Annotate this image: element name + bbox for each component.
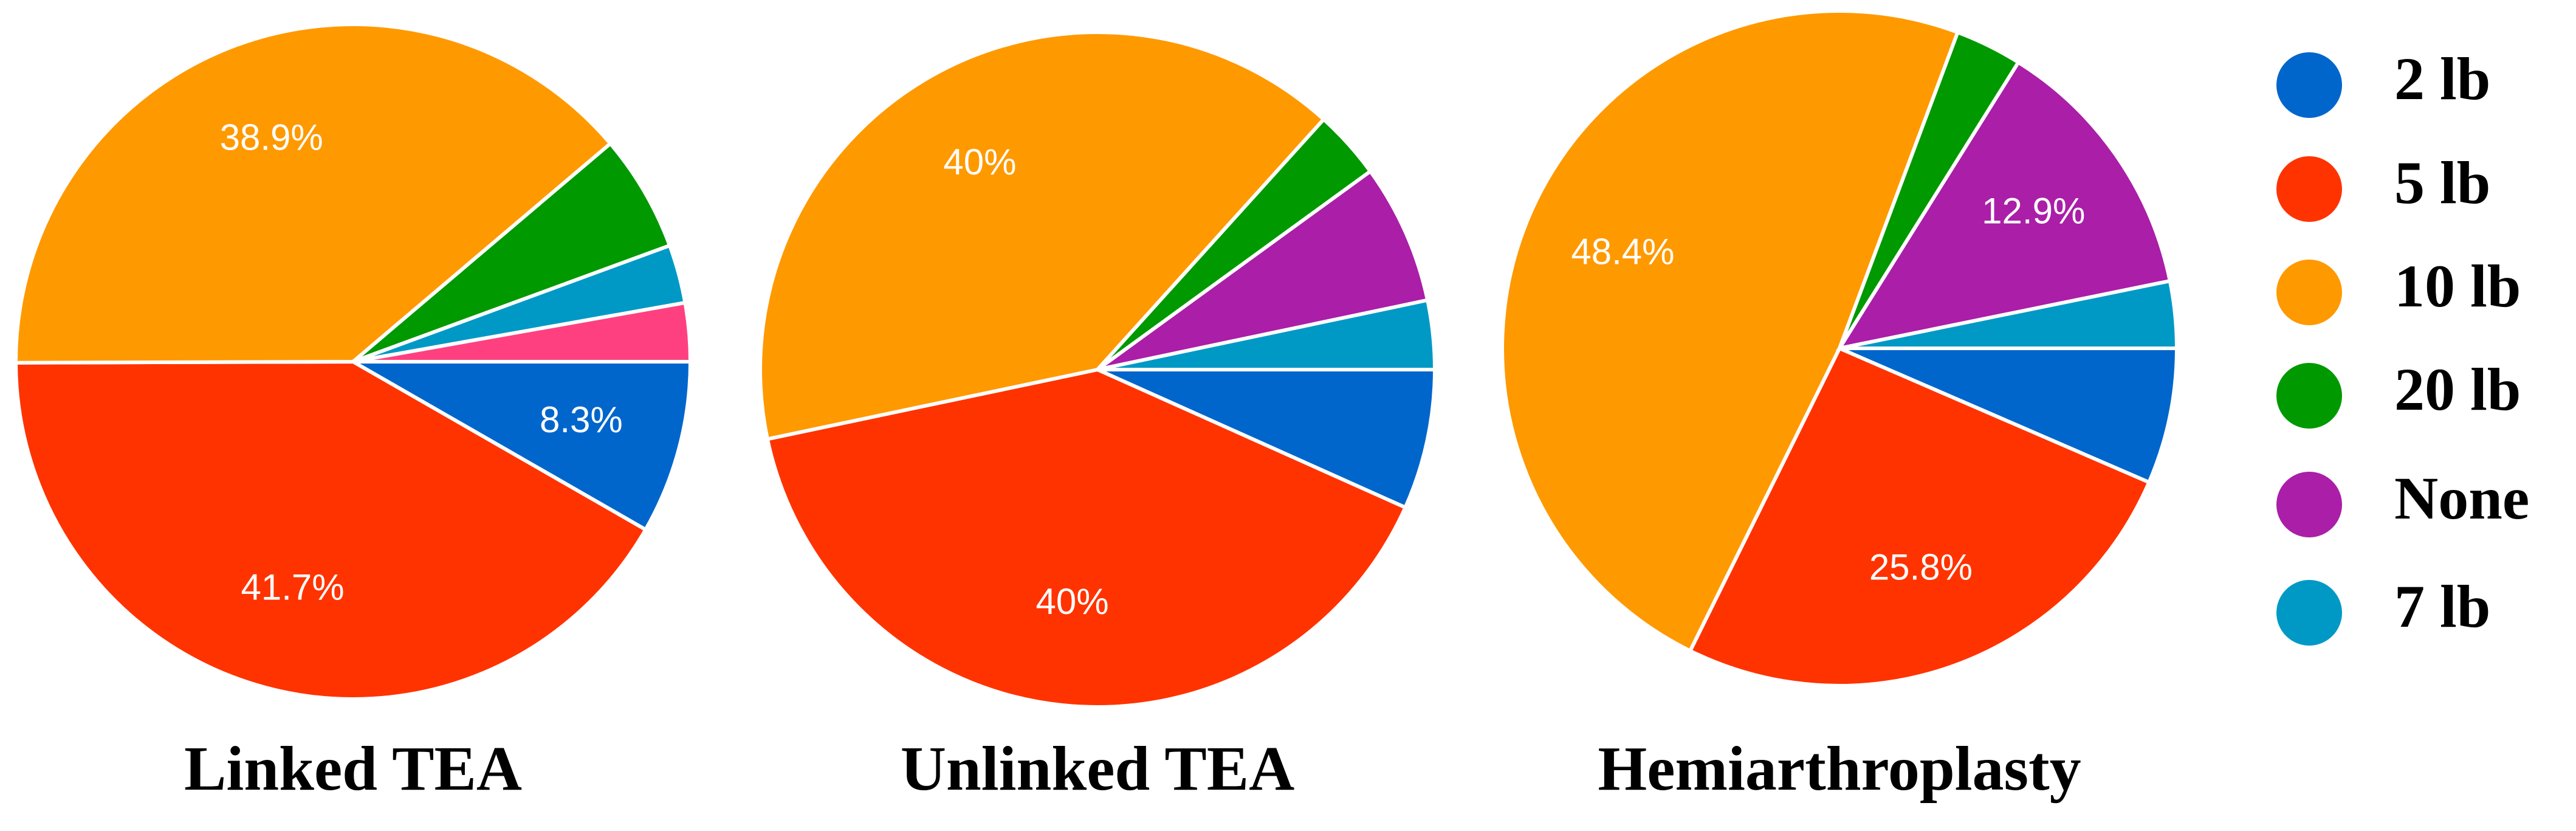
slice-label: 41.7%: [241, 567, 344, 607]
slice-label: 8.3%: [540, 399, 623, 440]
legend-label: 20 lb: [2394, 356, 2521, 423]
legend-label: 2 lb: [2394, 45, 2490, 112]
pie-title: Linked TEA: [184, 734, 522, 804]
legend-swatch: [2276, 156, 2342, 222]
pie-slice: [1688, 346, 2152, 688]
pie-slice: [1097, 298, 1437, 371]
legend-swatch: [2276, 363, 2342, 429]
legend-label: None: [2394, 464, 2529, 532]
pie-slice: [765, 367, 1408, 709]
pie-slice: [346, 360, 693, 533]
pie-slice: [758, 30, 1327, 441]
legend-swatch: [2276, 52, 2342, 118]
pie-slice: [352, 300, 693, 364]
pie-slice: [1096, 168, 1430, 371]
legend-label: 7 lb: [2394, 573, 2490, 640]
slice-label: 48.4%: [1571, 232, 1674, 272]
pie-title: Hemiarthroplasty: [1598, 734, 2081, 804]
pie-slice: [352, 140, 672, 364]
legend-swatch: [2276, 472, 2342, 537]
legend-swatch: [2276, 580, 2342, 646]
pie-title: Unlinked TEA: [901, 734, 1294, 804]
legend-label: 5 lb: [2394, 149, 2490, 216]
legend-label: 10 lb: [2394, 252, 2521, 320]
pie-slice: [14, 22, 613, 365]
slice-label: 12.9%: [1982, 190, 2085, 231]
pie-slice: [13, 359, 648, 701]
slice-label: 38.9%: [220, 117, 323, 157]
slice-label: 40%: [943, 142, 1016, 182]
slice-label: 25.8%: [1869, 547, 1973, 588]
pie-slice: [1839, 278, 2179, 350]
pie-slice: [1500, 9, 1960, 653]
pie-slice: [1838, 347, 2179, 485]
pie-slice: [1835, 60, 2172, 351]
slice-label: 40%: [1036, 581, 1109, 622]
legend-swatch: [2276, 260, 2342, 325]
pie-slice: [1096, 368, 1437, 510]
